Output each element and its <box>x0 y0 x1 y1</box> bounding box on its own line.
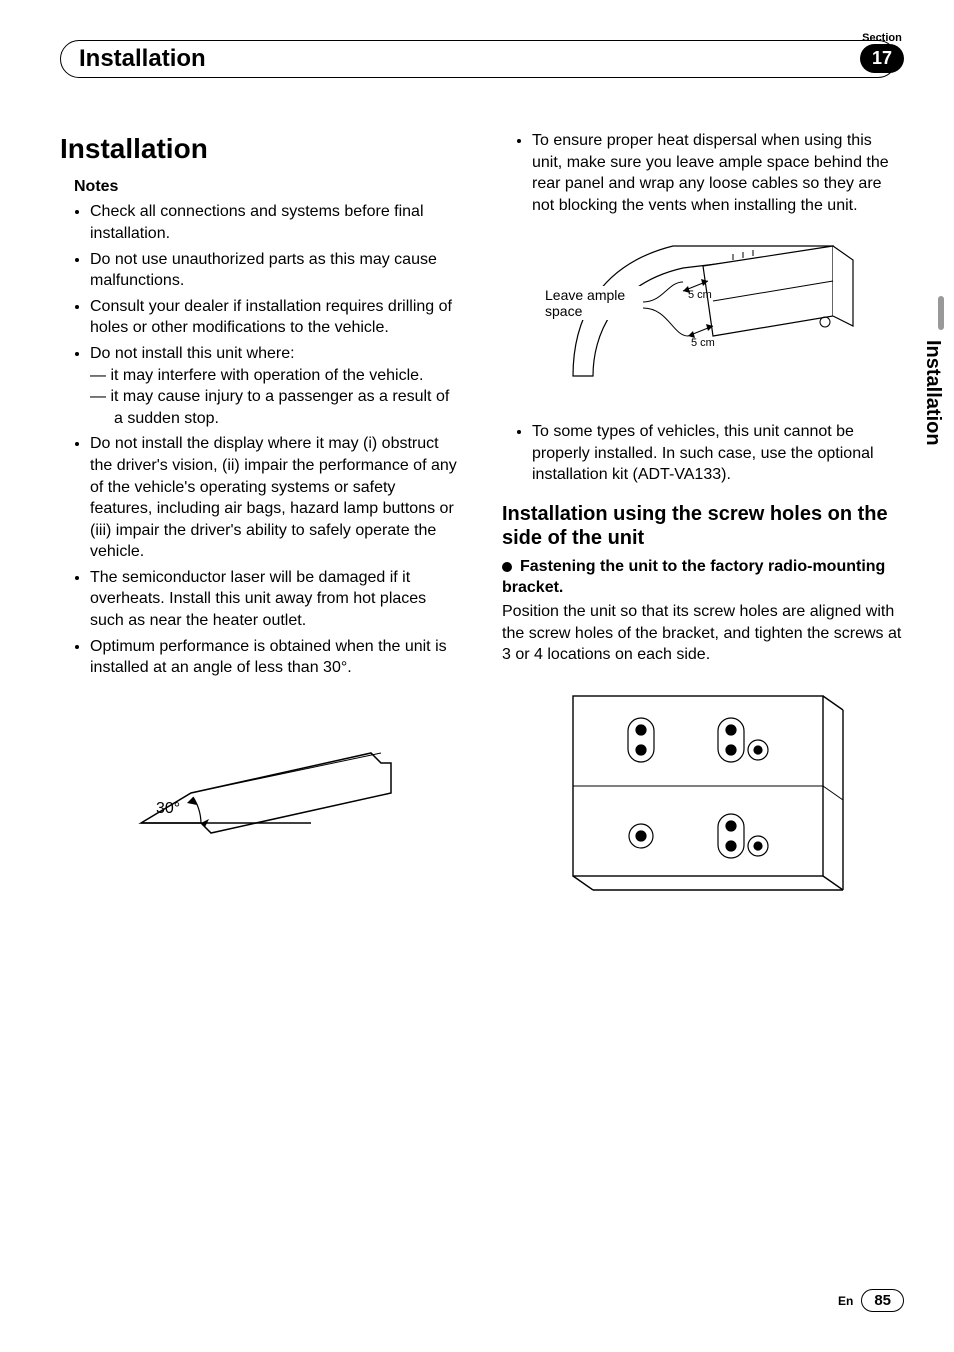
section-label: Section <box>860 32 904 44</box>
footer-lang: En <box>838 1294 853 1308</box>
note-item: Optimum performance is obtained when the… <box>90 636 462 679</box>
note-item-text: Do not install this unit where: <box>90 345 295 362</box>
angle-label: 30° <box>156 800 180 817</box>
header-row: Installation Section 17 <box>60 40 904 90</box>
notes-heading: Notes <box>74 176 462 198</box>
ample-label-2: space <box>545 303 583 319</box>
side-tab-label: Installation <box>921 340 944 446</box>
heat-dispersal-icon: Leave ample space 5 cm 5 cm <box>533 226 873 396</box>
sub-dash-item: it may interfere with operation of the v… <box>90 365 462 387</box>
ample-label-1: Leave ample <box>545 287 625 303</box>
page: Installation Section 17 Installation Not… <box>0 0 954 1352</box>
note-item: Consult your dealer if installation requ… <box>90 296 462 339</box>
section-number-badge: 17 <box>860 44 904 73</box>
footer-page-number: 85 <box>861 1289 904 1312</box>
right-list-top: To ensure proper heat dispersal when usi… <box>502 130 904 216</box>
right-bullet: To ensure proper heat dispersal when usi… <box>532 130 904 216</box>
note-item: Do not install this unit where: it may i… <box>90 343 462 429</box>
screw-figure <box>502 676 904 913</box>
page-title: Installation <box>60 130 462 168</box>
page-footer: En 85 <box>838 1289 904 1312</box>
note-item: The semiconductor laser will be damaged … <box>90 567 462 632</box>
note-item: Do not use unauthorized parts as this ma… <box>90 249 462 292</box>
sub-dash-list: it may interfere with operation of the v… <box>90 365 462 430</box>
dim-2: 5 cm <box>691 337 715 349</box>
right-list-bottom: To some types of vehicles, this unit can… <box>502 421 904 486</box>
circle-bullet-text: Fastening the unit to the factory radio-… <box>502 558 885 597</box>
right-column: To ensure proper heat dispersal when usi… <box>502 130 904 912</box>
sub-dash-item: it may cause injury to a passenger as a … <box>90 386 462 429</box>
section-badge-col: Section 17 <box>860 32 904 73</box>
header-title-bubble: Installation <box>60 40 897 78</box>
filled-circle-icon <box>502 562 512 572</box>
angle-diagram-icon: 30° <box>111 693 411 843</box>
heat-figure: Leave ample space 5 cm 5 cm <box>502 226 904 403</box>
angle-figure: 30° <box>60 693 462 850</box>
left-column: Installation Notes Check all connections… <box>60 130 462 912</box>
note-item: Check all connections and systems before… <box>90 201 462 244</box>
dim-1: 5 cm <box>688 289 712 301</box>
right-bullet: To some types of vehicles, this unit can… <box>532 421 904 486</box>
note-item: Do not install the display where it may … <box>90 433 462 563</box>
side-tab-marker <box>938 296 944 330</box>
screw-mount-icon <box>533 676 873 906</box>
circle-bullet-para: Fastening the unit to the factory radio-… <box>502 556 904 599</box>
content-columns: Installation Notes Check all connections… <box>60 130 904 912</box>
body-paragraph: Position the unit so that its screw hole… <box>502 601 904 666</box>
notes-list: Check all connections and systems before… <box>60 201 462 678</box>
subsection-heading: Installation using the screw holes on th… <box>502 502 904 550</box>
